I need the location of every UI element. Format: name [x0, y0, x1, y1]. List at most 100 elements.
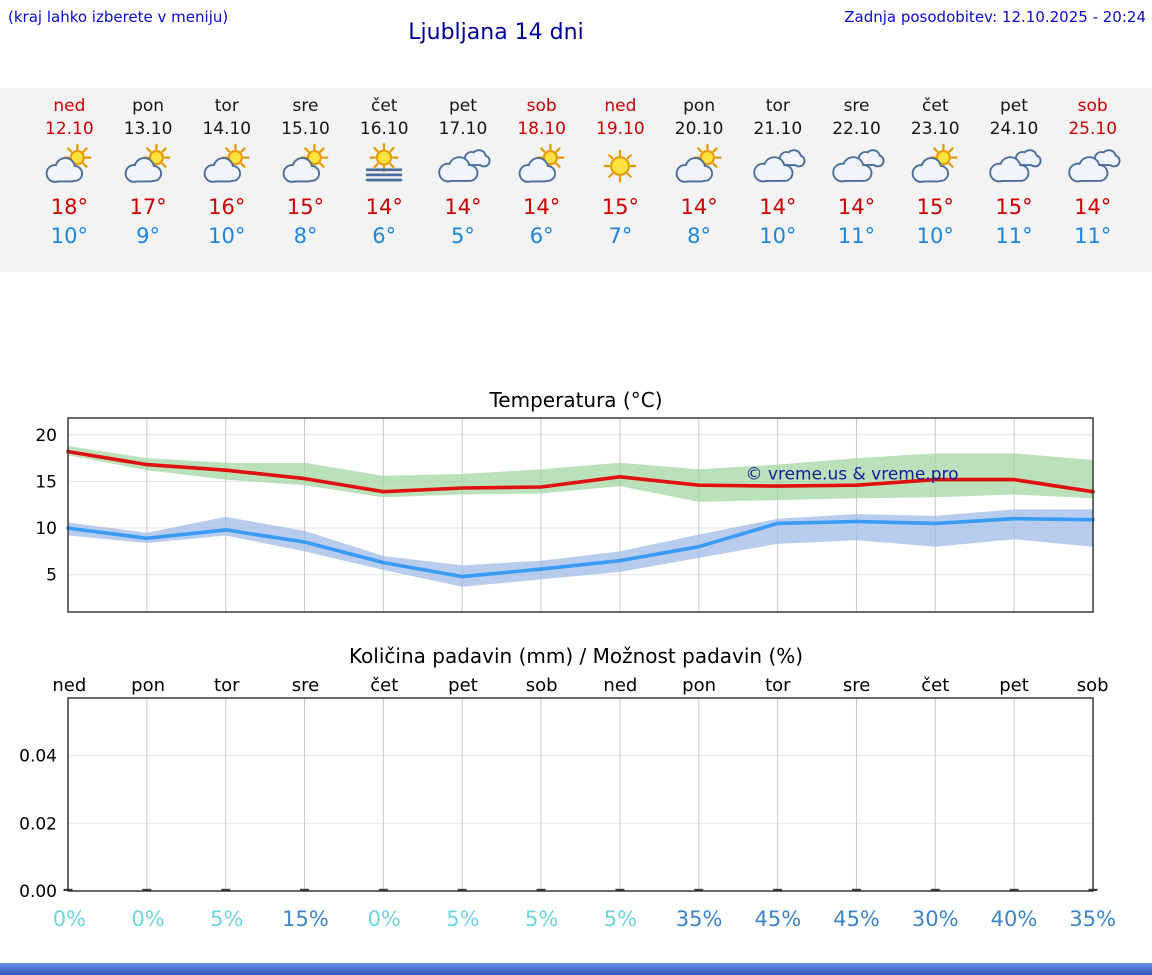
high-temp: 14°: [523, 195, 561, 219]
forecast-day[interactable]: pet 24.10 15° 11°: [975, 88, 1054, 272]
precip-day-label: ned: [52, 675, 87, 696]
precip-day-label: čet: [921, 675, 950, 696]
low-temp: 7°: [608, 224, 633, 248]
forecast-day[interactable]: sre 22.10 14° 11°: [817, 88, 896, 272]
precip-probability: 5%: [446, 907, 480, 931]
svg-text:0.04: 0.04: [19, 747, 57, 767]
precip-day-label: pon: [131, 675, 165, 696]
day-name: sob: [526, 96, 557, 116]
forecast-day[interactable]: ned 19.10 15° 7°: [581, 88, 660, 272]
svg-text:0.00: 0.00: [19, 882, 57, 900]
precip-day-label: ned: [603, 675, 638, 696]
day-date: 21.10: [753, 119, 803, 139]
low-temp: 5°: [451, 224, 475, 248]
precip-chart-title: Količina padavin (mm) / Možnost padavin …: [348, 644, 804, 668]
forecast-day[interactable]: čet 23.10 15° 10°: [896, 88, 975, 272]
day-name: pet: [448, 96, 477, 116]
forecast-day[interactable]: pet 17.10 14° 5°: [424, 88, 503, 272]
day-name: tor: [214, 96, 239, 116]
partly-cloudy-icon: [109, 143, 188, 193]
precip-probability: 40%: [990, 907, 1038, 931]
cloudy-icon: [1053, 143, 1132, 193]
precip-probability: 5%: [210, 907, 244, 931]
temperature-chart-title: Temperatura (°C): [489, 388, 663, 412]
forecast-day[interactable]: pon 13.10 17° 9°: [109, 88, 188, 272]
svg-text:10: 10: [35, 519, 57, 539]
partly-cloudy-icon: [187, 143, 266, 193]
day-name: sre: [843, 96, 870, 116]
precip-probability: 0%: [367, 907, 401, 931]
page-title: Ljubljana 14 dni: [408, 20, 584, 45]
low-temp: 11°: [995, 224, 1033, 248]
partly-cloudy-icon: [30, 143, 109, 193]
precip-day-label: sre: [291, 675, 320, 696]
cloudy-icon: [817, 143, 896, 193]
forecast-day[interactable]: ned 12.10 18° 10°: [30, 88, 109, 272]
forecast-day[interactable]: sre 15.10 15° 8°: [266, 88, 345, 272]
menu-hint-link[interactable]: (kraj lahko izberete v meniju): [8, 8, 229, 26]
precip-probability: 0%: [52, 907, 87, 931]
svg-text:© vreme.us & vreme.pro: © vreme.us & vreme.pro: [745, 465, 958, 485]
high-temp: 14°: [837, 195, 876, 219]
high-temp: 18°: [50, 195, 88, 219]
cloudy-icon: [424, 143, 503, 193]
day-name: čet: [922, 96, 949, 116]
low-temp: 8°: [687, 224, 712, 248]
day-name: pon: [683, 96, 716, 116]
svg-text:15: 15: [35, 472, 57, 492]
day-date: 24.10: [989, 119, 1039, 139]
day-name: tor: [765, 96, 790, 116]
precip-probability: 5%: [603, 907, 638, 931]
precip-day-row: ned pon tor sre čet pet sob ned pon tor sre čet pet s…: [0, 676, 1152, 696]
precip-prob-row: 0% 0% 5% 15% 0% 5% 5% 5% 35% 45% 45% 30% 40% 35%: [0, 907, 1152, 931]
precip-day-label: pet: [999, 675, 1029, 696]
high-temp: 14°: [365, 195, 403, 219]
day-date: 16.10: [359, 119, 409, 139]
high-temp: 14°: [680, 195, 718, 219]
forecast-day[interactable]: tor 14.10 16° 10°: [187, 88, 266, 272]
day-date: 19.10: [596, 119, 645, 139]
high-temp: 14°: [444, 195, 482, 219]
svg-text:20: 20: [35, 426, 57, 446]
low-temp: 6°: [372, 224, 397, 248]
low-temp: 11°: [837, 224, 876, 248]
precip-probability: 15%: [282, 907, 329, 931]
precip-day-label: čet: [370, 675, 399, 696]
precip-probability: 0%: [131, 907, 165, 931]
low-temp: 10°: [759, 224, 797, 248]
precip-probability: 35%: [1069, 907, 1117, 931]
high-temp: 15°: [601, 195, 639, 219]
cloudy-icon: [975, 143, 1054, 193]
low-temp: 8°: [293, 224, 318, 248]
partly-cloudy-icon: [266, 143, 345, 193]
precip-chart: 0.00 0.02 0.04: [19, 697, 1098, 900]
high-temp: 15°: [916, 195, 954, 219]
cloudy-icon: [738, 143, 817, 193]
forecast-day[interactable]: tor 21.10 14° 10°: [738, 88, 817, 272]
partly-cloudy-icon: [896, 143, 975, 193]
day-name: pet: [1000, 96, 1028, 116]
forecast-day[interactable]: sob 18.10 14° 6°: [502, 88, 581, 272]
precip-probability: 5%: [525, 907, 559, 931]
day-date: 14.10: [202, 119, 252, 139]
footer-bar: [0, 963, 1152, 975]
high-temp: 17°: [129, 195, 167, 219]
day-name: pon: [132, 96, 165, 116]
precip-probability: 35%: [675, 907, 723, 931]
high-temp: 14°: [1074, 195, 1112, 219]
precip-day-label: pet: [448, 675, 478, 696]
day-date: 17.10: [438, 119, 488, 139]
day-date: 15.10: [281, 119, 330, 139]
low-temp: 10°: [208, 224, 246, 248]
partly-cloudy-icon: [660, 143, 739, 193]
day-name: ned: [604, 96, 637, 116]
day-date: 20.10: [674, 119, 724, 139]
last-update: Zadnja posodobitev: 12.10.2025 - 20:24: [844, 8, 1146, 26]
forecast-day[interactable]: čet 16.10 14° 6°: [345, 88, 424, 272]
forecast-day[interactable]: sob 25.10 14° 11°: [1053, 88, 1132, 272]
svg-text:0.02: 0.02: [19, 814, 57, 834]
day-date: 23.10: [910, 119, 960, 139]
forecast-day[interactable]: pon 20.10 14° 8°: [660, 88, 739, 272]
precip-day-label: tor: [214, 675, 240, 696]
sunny-icon: [581, 143, 660, 193]
